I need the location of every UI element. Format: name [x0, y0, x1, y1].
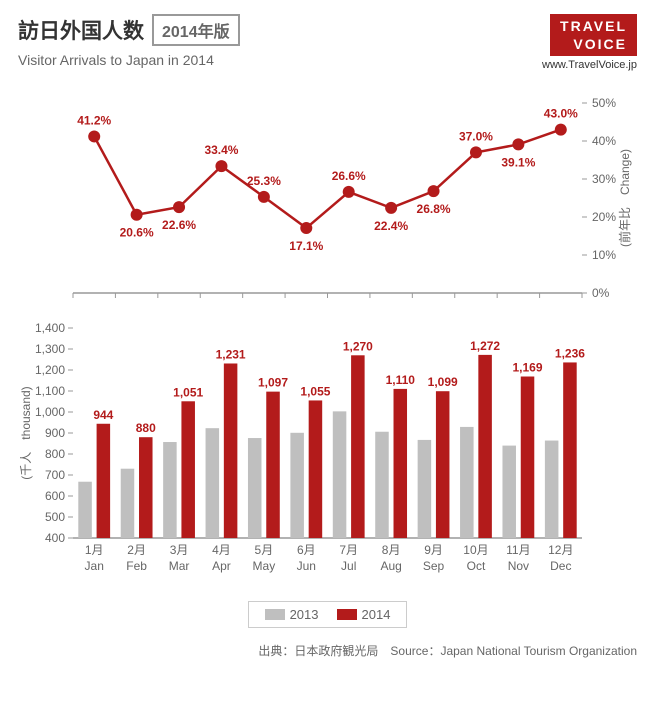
logo-line2: VOICE: [560, 35, 627, 53]
svg-text:Jan: Jan: [85, 559, 104, 573]
site-url: www.TravelVoice.jp: [542, 59, 637, 71]
svg-text:5月: 5月: [255, 543, 274, 557]
year-badge: 2014年版: [152, 14, 240, 46]
legend-label-2014: 2014: [362, 607, 391, 622]
logo-block: TRAVEL VOICE www.TravelVoice.jp: [542, 14, 637, 71]
svg-text:41.2%: 41.2%: [77, 114, 111, 128]
svg-text:Aug: Aug: [380, 559, 401, 573]
svg-text:22.6%: 22.6%: [162, 218, 196, 232]
svg-text:10月: 10月: [463, 543, 488, 557]
svg-text:944: 944: [93, 408, 113, 422]
svg-text:880: 880: [136, 422, 156, 436]
svg-text:Jun: Jun: [297, 559, 316, 573]
svg-text:1,300: 1,300: [35, 342, 65, 356]
svg-text:May: May: [253, 559, 276, 573]
svg-text:Oct: Oct: [467, 559, 486, 573]
svg-text:1,169: 1,169: [513, 361, 543, 375]
svg-text:11月: 11月: [506, 543, 530, 557]
svg-text:2月: 2月: [127, 543, 146, 557]
page-title: 訪日外国人数: [18, 15, 144, 45]
svg-text:1,110: 1,110: [386, 373, 416, 387]
legend-label-2013: 2013: [290, 607, 319, 622]
svg-text:26.8%: 26.8%: [417, 203, 451, 217]
svg-text:39.1%: 39.1%: [501, 156, 535, 170]
logo: TRAVEL VOICE: [550, 14, 637, 56]
svg-text:700: 700: [45, 468, 65, 482]
svg-text:400: 400: [45, 531, 65, 545]
svg-text:12月: 12月: [548, 543, 573, 557]
legend-swatch-2013: [265, 609, 285, 620]
svg-text:10%: 10%: [592, 248, 616, 262]
svg-text:Apr: Apr: [212, 559, 231, 573]
svg-text:500: 500: [45, 510, 65, 524]
svg-text:17.1%: 17.1%: [289, 239, 323, 253]
svg-text:7月: 7月: [339, 543, 358, 557]
svg-text:800: 800: [45, 447, 65, 461]
svg-text:1,270: 1,270: [343, 340, 373, 354]
subtitle: Visitor Arrivals to Japan in 2014: [18, 52, 240, 68]
svg-text:1,400: 1,400: [35, 321, 65, 335]
svg-text:1,272: 1,272: [470, 339, 500, 353]
svg-text:Jul: Jul: [341, 559, 356, 573]
svg-text:900: 900: [45, 426, 65, 440]
svg-text:1,055: 1,055: [300, 385, 330, 399]
svg-text:37.0%: 37.0%: [459, 130, 493, 144]
chart-area: 0% 10% 20% 30% 40% 50% (前年比 Change) 41.2% 20.6% 2…: [18, 83, 637, 593]
svg-text:50%: 50%: [592, 96, 616, 110]
title-block: 訪日外国人数 2014年版 Visitor Arrivals to Japan …: [18, 14, 240, 68]
legend-item-2013: 2013: [265, 607, 319, 622]
header: 訪日外国人数 2014年版 Visitor Arrivals to Japan …: [18, 14, 637, 71]
svg-text:(前年比 Change): (前年比 Change): [617, 149, 632, 247]
svg-text:30%: 30%: [592, 172, 616, 186]
svg-text:33.4%: 33.4%: [204, 143, 238, 157]
svg-text:1,200: 1,200: [35, 363, 65, 377]
svg-text:1,000: 1,000: [35, 405, 65, 419]
svg-text:1,099: 1,099: [428, 376, 458, 390]
svg-text:1月: 1月: [85, 543, 104, 557]
svg-text:1,231: 1,231: [216, 348, 246, 362]
svg-text:8月: 8月: [382, 543, 401, 557]
svg-text:22.4%: 22.4%: [374, 219, 408, 233]
svg-text:Dec: Dec: [550, 559, 571, 573]
chart-svg: 0% 10% 20% 30% 40% 50% (前年比 Change) 41.2% 20.6% 2…: [18, 83, 637, 593]
svg-text:1,051: 1,051: [173, 386, 203, 400]
svg-text:43.0%: 43.0%: [544, 107, 578, 121]
legend-item-2014: 2014: [337, 607, 391, 622]
svg-text:6月: 6月: [297, 543, 316, 557]
svg-text:Nov: Nov: [508, 559, 529, 573]
svg-text:40%: 40%: [592, 134, 616, 148]
svg-text:Feb: Feb: [126, 559, 147, 573]
svg-text:1,100: 1,100: [35, 384, 65, 398]
svg-text:1,097: 1,097: [258, 376, 288, 390]
svg-text:1,236: 1,236: [555, 347, 585, 361]
svg-text:4月: 4月: [212, 543, 231, 557]
svg-text:26.6%: 26.6%: [332, 169, 366, 183]
svg-text:Mar: Mar: [169, 559, 190, 573]
svg-text:25.3%: 25.3%: [247, 174, 281, 188]
svg-text:600: 600: [45, 489, 65, 503]
svg-text:Sep: Sep: [423, 559, 445, 573]
svg-text:20%: 20%: [592, 210, 616, 224]
svg-text:20.6%: 20.6%: [120, 226, 154, 240]
legend: 2013 2014: [248, 601, 408, 628]
svg-text:9月: 9月: [424, 543, 443, 557]
logo-line1: TRAVEL: [560, 17, 627, 35]
legend-swatch-2014: [337, 609, 357, 620]
svg-text:3月: 3月: [170, 543, 189, 557]
source-text: 出典：日本政府観光局 Source：Japan National Tourism…: [18, 642, 637, 659]
svg-text:0%: 0%: [592, 286, 610, 300]
svg-text:(千人 thousand): (千人 thousand): [19, 387, 33, 480]
